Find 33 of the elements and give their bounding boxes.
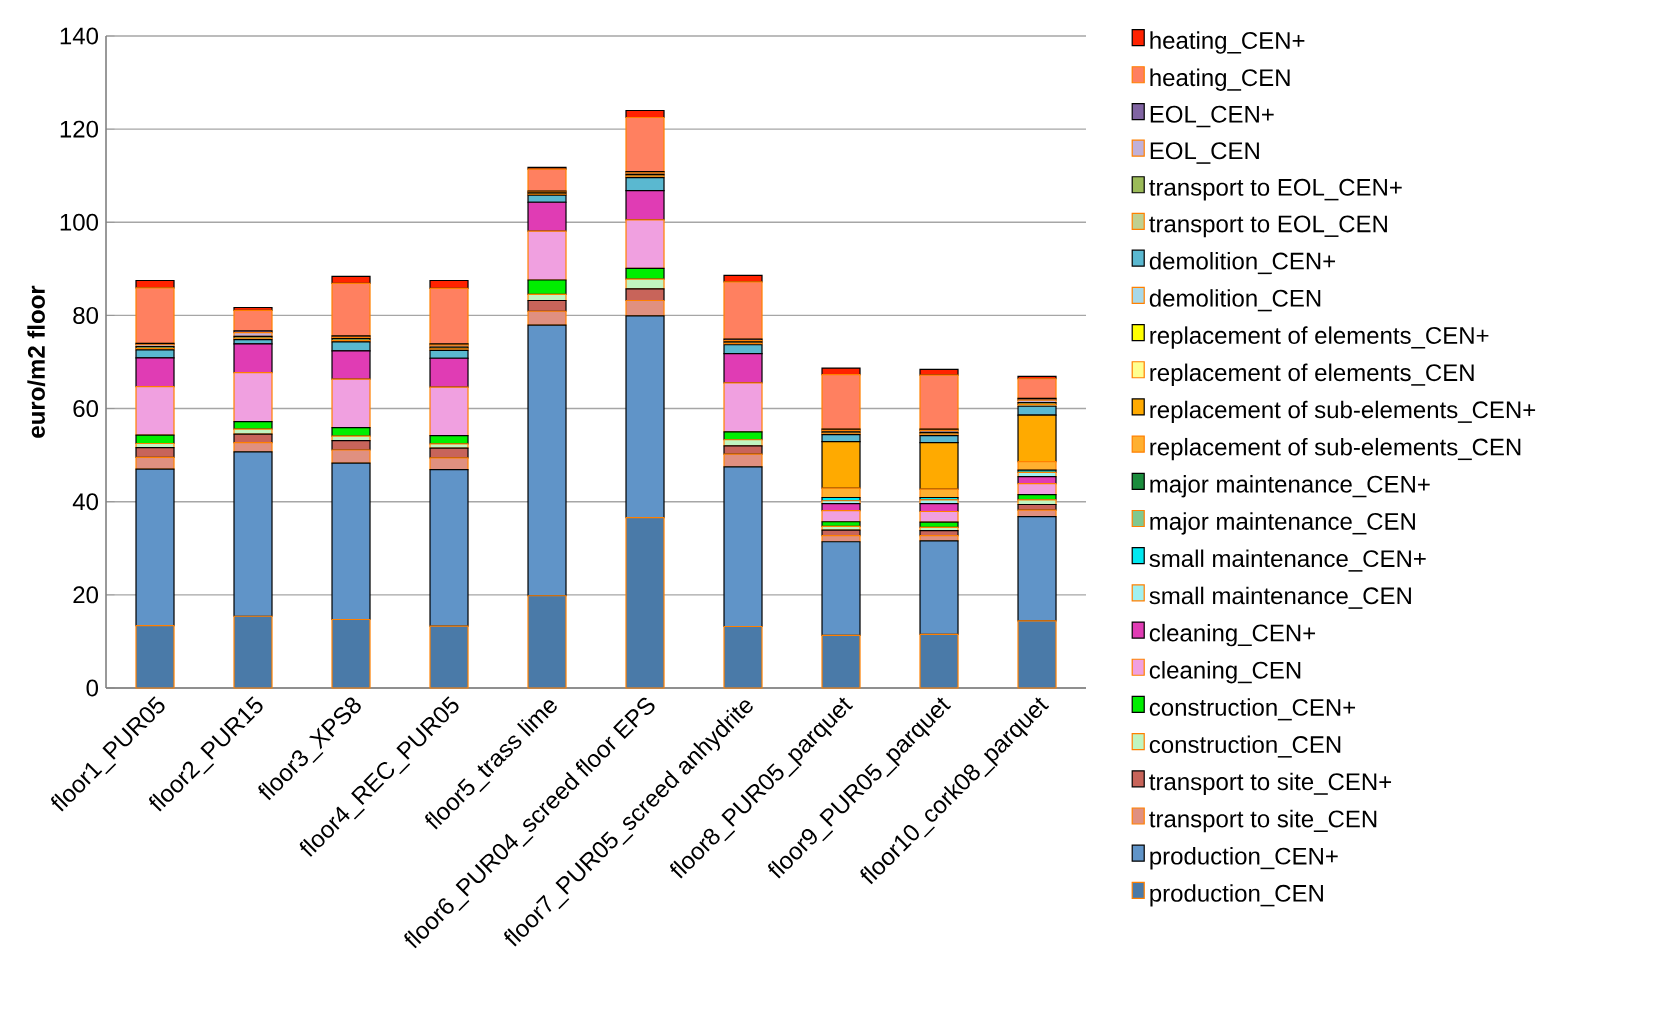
legend-label: major maintenance_CEN [1150, 512, 1415, 535]
legend-label: small maintenance_CEN+ [1149, 549, 1426, 572]
legend-label: replacement of elements_CEN [1150, 363, 1474, 386]
legend-label: small maintenance_CEN [1149, 586, 1411, 609]
y-tick-label: 60 [73, 400, 99, 418]
y-axis-title: euro/m2 floor [27, 285, 46, 438]
legend-label: production_CEN+ [1150, 847, 1338, 870]
legend-label: production_CEN [1150, 884, 1323, 907]
y-tick-label: 140 [60, 27, 99, 45]
legend-label: replacement of sub-elements_CEN [1150, 437, 1521, 461]
legend-label: cleaning_CEN+ [1149, 623, 1316, 647]
legend-label: transport to site_CEN [1149, 809, 1377, 833]
legend-label: transport to EOL_CEN+ [1149, 178, 1402, 201]
legend-label: cleaning_CEN [1149, 661, 1301, 684]
legend-label: major maintenance_CEN+ [1150, 475, 1430, 498]
legend-label: EOL_CEN [1150, 142, 1259, 164]
y-tick-label: 20 [73, 586, 99, 604]
y-tick-label: 100 [60, 213, 99, 231]
y-tick-label: 120 [60, 120, 99, 138]
legend-label: heating_CEN+ [1150, 31, 1305, 54]
legend-label: construction_CEN [1149, 735, 1341, 758]
legend-label: construction_CEN+ [1149, 698, 1356, 721]
legend-label: heating_CEN [1150, 68, 1290, 91]
legend-label: EOL_CEN+ [1150, 105, 1274, 128]
y-tick-label: 80 [73, 306, 99, 324]
legend-label: replacement of elements_CEN+ [1150, 326, 1489, 349]
legend-label: demolition_CEN [1149, 289, 1321, 312]
legend-label: demolition_CEN+ [1149, 251, 1336, 275]
legend-label: transport to EOL_CEN [1149, 215, 1387, 238]
legend-label: replacement of sub-elements_CEN+ [1150, 400, 1536, 424]
y-tick-label: 40 [72, 493, 99, 511]
legend-label: transport to site_CEN+ [1149, 772, 1392, 795]
y-tick-label: 0 [86, 679, 99, 697]
